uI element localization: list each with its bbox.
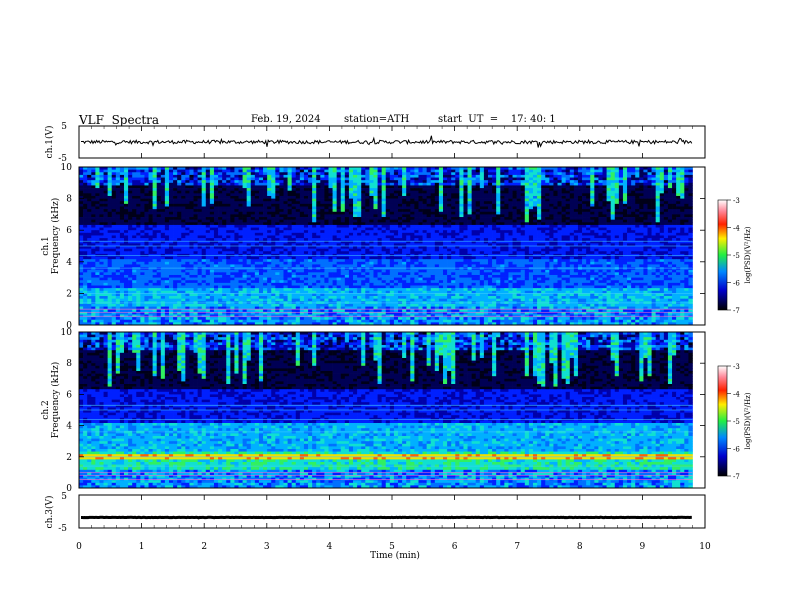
ch1-waveform-line (81, 135, 693, 148)
ch3-ytick-neg5: -5 (58, 524, 67, 534)
cbar2-ticks-label-2: -5 (733, 418, 740, 426)
xtick-label-7: 7 (514, 542, 520, 552)
ch1-colorbar-label: log(PSD)(V²/Hz) (744, 226, 752, 283)
cbar1-ticks-label-2: -5 (733, 252, 740, 260)
xtick-label-2: 2 (201, 542, 207, 552)
ch1-ytick-neg5: -5 (58, 154, 67, 164)
ch1-spectrogram-panel: 0 2 4 6 8 10 ch.1 Frequency (kHz) (41, 163, 706, 331)
ch3-ylabel: ch.3(V) (44, 496, 55, 529)
xtick-label-4: 4 (327, 542, 333, 552)
xtick-label-8: 8 (577, 542, 583, 552)
spec2-yticks-label-0: 0 (66, 484, 72, 494)
xtick-label-3: 3 (264, 542, 270, 552)
xtick-label-6: 6 (452, 542, 458, 552)
ch1-spectrogram-image (79, 167, 693, 326)
ch2-colorbar: -3 -4 -5 -6 -7 log(PSD)(V²/Hz) (717, 363, 752, 481)
spec1-yticks-label-4: 8 (66, 195, 72, 205)
cbar1-ticks-label-1: -4 (733, 225, 740, 233)
header-date: Feb. 19, 2024 (251, 114, 321, 125)
spec1-yticks-label-0: 0 (66, 321, 72, 331)
cbar2-ticks-label-0: -3 (733, 363, 740, 371)
ch2-colorbar-label: log(PSD)(V²/Hz) (744, 392, 752, 449)
spec1-yticks-label-3: 6 (66, 226, 72, 236)
spec2-yticks-label-3: 6 (66, 390, 72, 400)
spec1-yticks-label-1: 2 (66, 289, 72, 299)
spec2-yticks-label-2: 4 (66, 422, 72, 432)
ch2-channel-label: ch.2 (41, 400, 51, 419)
ch1-colorbar: -3 -4 -5 -6 -7 log(PSD)(V²/Hz) (717, 197, 752, 315)
ch3-waveform-line (81, 515, 692, 520)
ch1-ytick-5: 5 (61, 122, 67, 132)
xtick-label-5: 5 (389, 542, 395, 552)
cbar2-ticks-label-1: -4 (733, 391, 740, 399)
ch1-channel-label: ch.1 (41, 236, 51, 255)
cbar2-ticks-label-4: -7 (733, 473, 740, 481)
time-axis-label: Time (min) (370, 550, 420, 561)
cbar2-ticks-label-3: -6 (733, 446, 740, 454)
spec1-yticks-label-5: 10 (61, 163, 73, 173)
xtick-label-1: 1 (139, 542, 145, 552)
spec1-yticks-label-2: 4 (66, 258, 72, 268)
ch2-freq-ylabel: Frequency (kHz) (50, 362, 61, 439)
xtick-label-10: 10 (699, 542, 711, 552)
spec2-yticks-label-1: 2 (66, 453, 72, 463)
ch3-waveform-panel: 5 -5 ch.3(V) (44, 492, 706, 534)
header-start-time: start UT = 17: 40: 1 (438, 114, 556, 125)
figure-title: VLF Spectra (79, 113, 160, 127)
time-axis: 0 1 2 3 4 5 6 7 8 9 10 (76, 126, 711, 552)
ch1-waveform-panel: 5 -5 ch.1(V) (44, 122, 706, 164)
ch1-freq-ylabel: Frequency (kHz) (50, 198, 61, 275)
ch3-ytick-5: 5 (61, 492, 67, 502)
ch1-ylabel: ch.1(V) (44, 126, 55, 159)
spec2-yticks-label-5: 10 (61, 328, 73, 338)
xtick-label-0: 0 (76, 542, 82, 552)
cbar1-ticks-label-0: -3 (733, 197, 740, 205)
cbar1-ticks-label-4: -7 (733, 307, 740, 315)
ch2-spectrogram-panel: 0 2 4 6 8 10 ch.2 Frequency (kHz) (41, 328, 706, 494)
header-station: station=ATH (344, 114, 410, 125)
spec2-yticks-label-4: 8 (66, 359, 72, 369)
ch2-spectrogram-image (79, 332, 693, 489)
xtick-label-9: 9 (640, 542, 646, 552)
cbar1-ticks-label-3: -6 (733, 280, 740, 288)
